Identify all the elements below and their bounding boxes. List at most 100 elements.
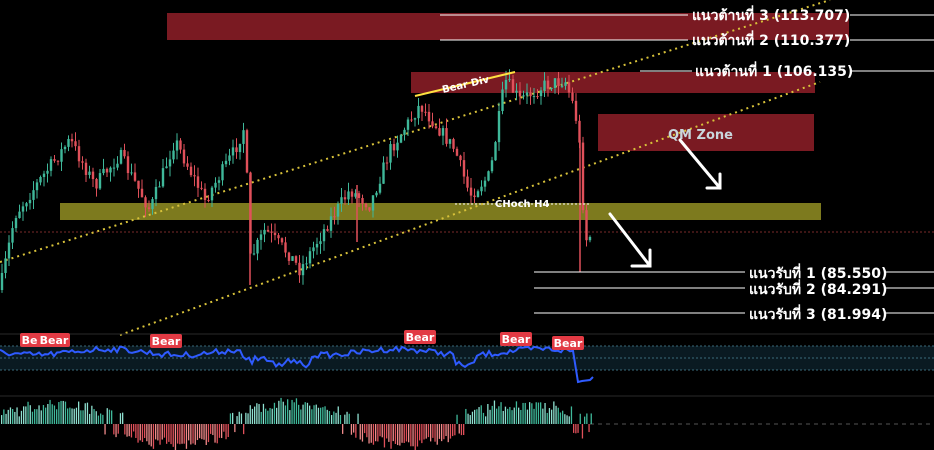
histogram-bar [62, 400, 64, 424]
down-arrow-1 [678, 138, 722, 190]
histogram-bar [203, 424, 205, 440]
histogram-bar [339, 414, 342, 424]
histogram-bar [210, 424, 212, 434]
candle-body [504, 79, 508, 90]
candle-body [361, 197, 364, 204]
histogram-bar [522, 402, 524, 424]
histogram-bar [117, 424, 119, 434]
histogram-bar [207, 424, 210, 443]
histogram-bar [91, 405, 93, 424]
candle-body [312, 247, 315, 252]
histogram-bar [73, 408, 75, 424]
histogram-bar [526, 409, 529, 424]
histogram-bar [346, 411, 348, 424]
candle-body [21, 206, 25, 212]
histogram-bar [218, 424, 221, 438]
candle-body [158, 186, 161, 188]
candle-body [210, 187, 214, 201]
histogram-bar [150, 424, 152, 447]
candle-body [186, 163, 189, 167]
histogram-bar [124, 424, 126, 435]
candle-body [448, 139, 452, 144]
histogram-bar [174, 424, 177, 450]
candle-body [133, 172, 137, 181]
histogram-bar [216, 424, 218, 444]
down-arrow-2 [608, 212, 652, 268]
candle-body [179, 140, 182, 150]
histogram-bar [23, 406, 25, 424]
histogram-bar [7, 409, 9, 424]
histogram-bar [18, 416, 20, 424]
histogram-bar [172, 424, 174, 447]
histogram-bar [214, 424, 216, 443]
histogram-bar [12, 409, 14, 424]
candle-body [53, 159, 56, 161]
candle-body [322, 229, 326, 242]
histogram-bar [287, 399, 289, 424]
candle-body [399, 134, 403, 143]
histogram-bar [234, 424, 236, 433]
histogram-bar [416, 424, 419, 447]
histogram-bar [298, 404, 300, 424]
histogram-bar [225, 424, 227, 440]
histogram-bar [273, 402, 276, 424]
histogram-bar [128, 424, 130, 437]
histogram-bar [137, 424, 139, 443]
histogram-bar [471, 411, 474, 424]
histogram-bar [315, 404, 317, 424]
histogram-bar [493, 400, 496, 424]
histogram-bar [403, 424, 405, 444]
histogram-bar [533, 408, 535, 424]
histogram-bar [256, 403, 258, 424]
candle-body [88, 171, 91, 175]
histogram-bar [390, 424, 392, 449]
histogram-bar [445, 424, 447, 437]
histogram-bar [284, 405, 287, 424]
histogram-bar [383, 424, 386, 448]
histogram-bar [221, 424, 223, 439]
histogram-bar [262, 403, 265, 424]
histogram-bar [467, 413, 469, 424]
candle-body [410, 119, 413, 121]
histogram-bar [333, 411, 335, 424]
histogram-bar [78, 401, 80, 424]
candle-body [536, 96, 539, 98]
histogram-bar [247, 413, 249, 424]
histogram-bar [458, 424, 460, 434]
histogram-bar [397, 424, 399, 446]
histogram-bar [49, 399, 51, 424]
bear-tag-bg [150, 334, 182, 348]
histogram-bar [161, 424, 163, 440]
candle-body [560, 85, 564, 87]
histogram-bar [84, 403, 86, 424]
histogram-bar [507, 408, 509, 424]
histogram-bar [454, 424, 456, 436]
histogram-bar [100, 413, 102, 424]
candle-body [193, 175, 196, 177]
histogram-bar [240, 413, 243, 424]
histogram-bar [306, 402, 309, 424]
candle-body [270, 231, 273, 233]
histogram-bar [421, 424, 423, 444]
candle-body [571, 92, 574, 101]
histogram-bar [392, 424, 394, 442]
histogram-bar [1, 415, 3, 424]
support-2-label: แนวรับที่ 2 (84.291) [749, 279, 887, 298]
histogram-bar [368, 424, 370, 444]
candle-body [151, 199, 154, 210]
candle-body [427, 111, 431, 122]
candle-body [273, 232, 277, 236]
histogram-bar [82, 410, 84, 424]
histogram-bar [414, 424, 416, 450]
candle-body [0, 273, 4, 290]
histogram-bar [130, 424, 133, 438]
histogram-bar [67, 408, 69, 424]
histogram-bar [144, 424, 146, 439]
candle-body [403, 129, 406, 135]
candle-body [67, 138, 70, 147]
candle-body [147, 207, 151, 210]
histogram-bar [313, 405, 315, 424]
histogram-bar [245, 412, 247, 424]
candle-body [550, 87, 553, 89]
